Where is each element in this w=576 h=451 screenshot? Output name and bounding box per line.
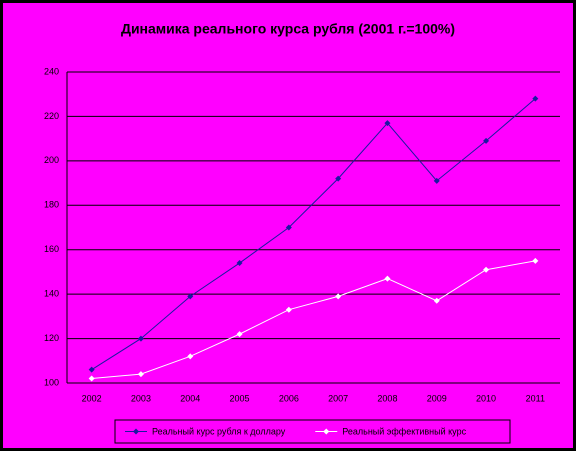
data-point — [137, 371, 144, 378]
data-point — [236, 260, 243, 267]
x-tick-label: 2009 — [427, 393, 447, 403]
legend-box — [114, 419, 511, 444]
data-point — [433, 177, 440, 184]
data-point — [236, 331, 243, 338]
legend-label: Реальный эффективный курс — [342, 426, 466, 436]
series-line — [91, 98, 536, 371]
data-point — [187, 353, 194, 360]
x-tick-label: 2010 — [476, 393, 496, 403]
data-point — [483, 137, 490, 144]
x-tick-label: 2011 — [526, 393, 545, 403]
y-tick-label: 200 — [44, 155, 59, 165]
x-tick-label: 2005 — [230, 393, 250, 403]
legend-marker — [133, 428, 139, 435]
x-tick-label: 2003 — [131, 393, 151, 403]
legend-label: Реальный курс рубля к доллару — [152, 426, 286, 436]
data-point — [335, 293, 342, 300]
y-tick-label: 160 — [44, 244, 59, 254]
data-point — [384, 275, 391, 282]
data-point — [187, 293, 194, 300]
data-point — [384, 120, 391, 127]
series-line — [91, 260, 536, 380]
y-tick-label: 120 — [44, 333, 59, 343]
y-tick-label: 220 — [44, 111, 59, 121]
data-point — [285, 224, 292, 231]
y-tick-label: 240 — [44, 66, 59, 76]
x-tick-label: 2007 — [328, 393, 348, 403]
data-point — [532, 95, 539, 102]
x-tick-label: 2008 — [377, 393, 397, 403]
y-tick-label: 100 — [44, 377, 59, 387]
data-point — [532, 257, 539, 264]
data-point — [433, 297, 440, 304]
data-point — [285, 306, 292, 313]
data-point — [483, 266, 490, 273]
data-point — [335, 175, 342, 182]
x-tick-label: 2002 — [82, 393, 102, 403]
x-tick-label: 2006 — [279, 393, 299, 403]
data-point — [88, 375, 95, 382]
data-point — [88, 366, 95, 373]
y-tick-label: 180 — [44, 200, 59, 210]
x-tick-label: 2004 — [180, 393, 200, 403]
legend-marker — [323, 428, 330, 435]
y-tick-label: 140 — [44, 289, 59, 299]
chart-title: Динамика реального курса рубля (2001 г.=… — [121, 21, 455, 37]
data-point — [137, 335, 144, 342]
